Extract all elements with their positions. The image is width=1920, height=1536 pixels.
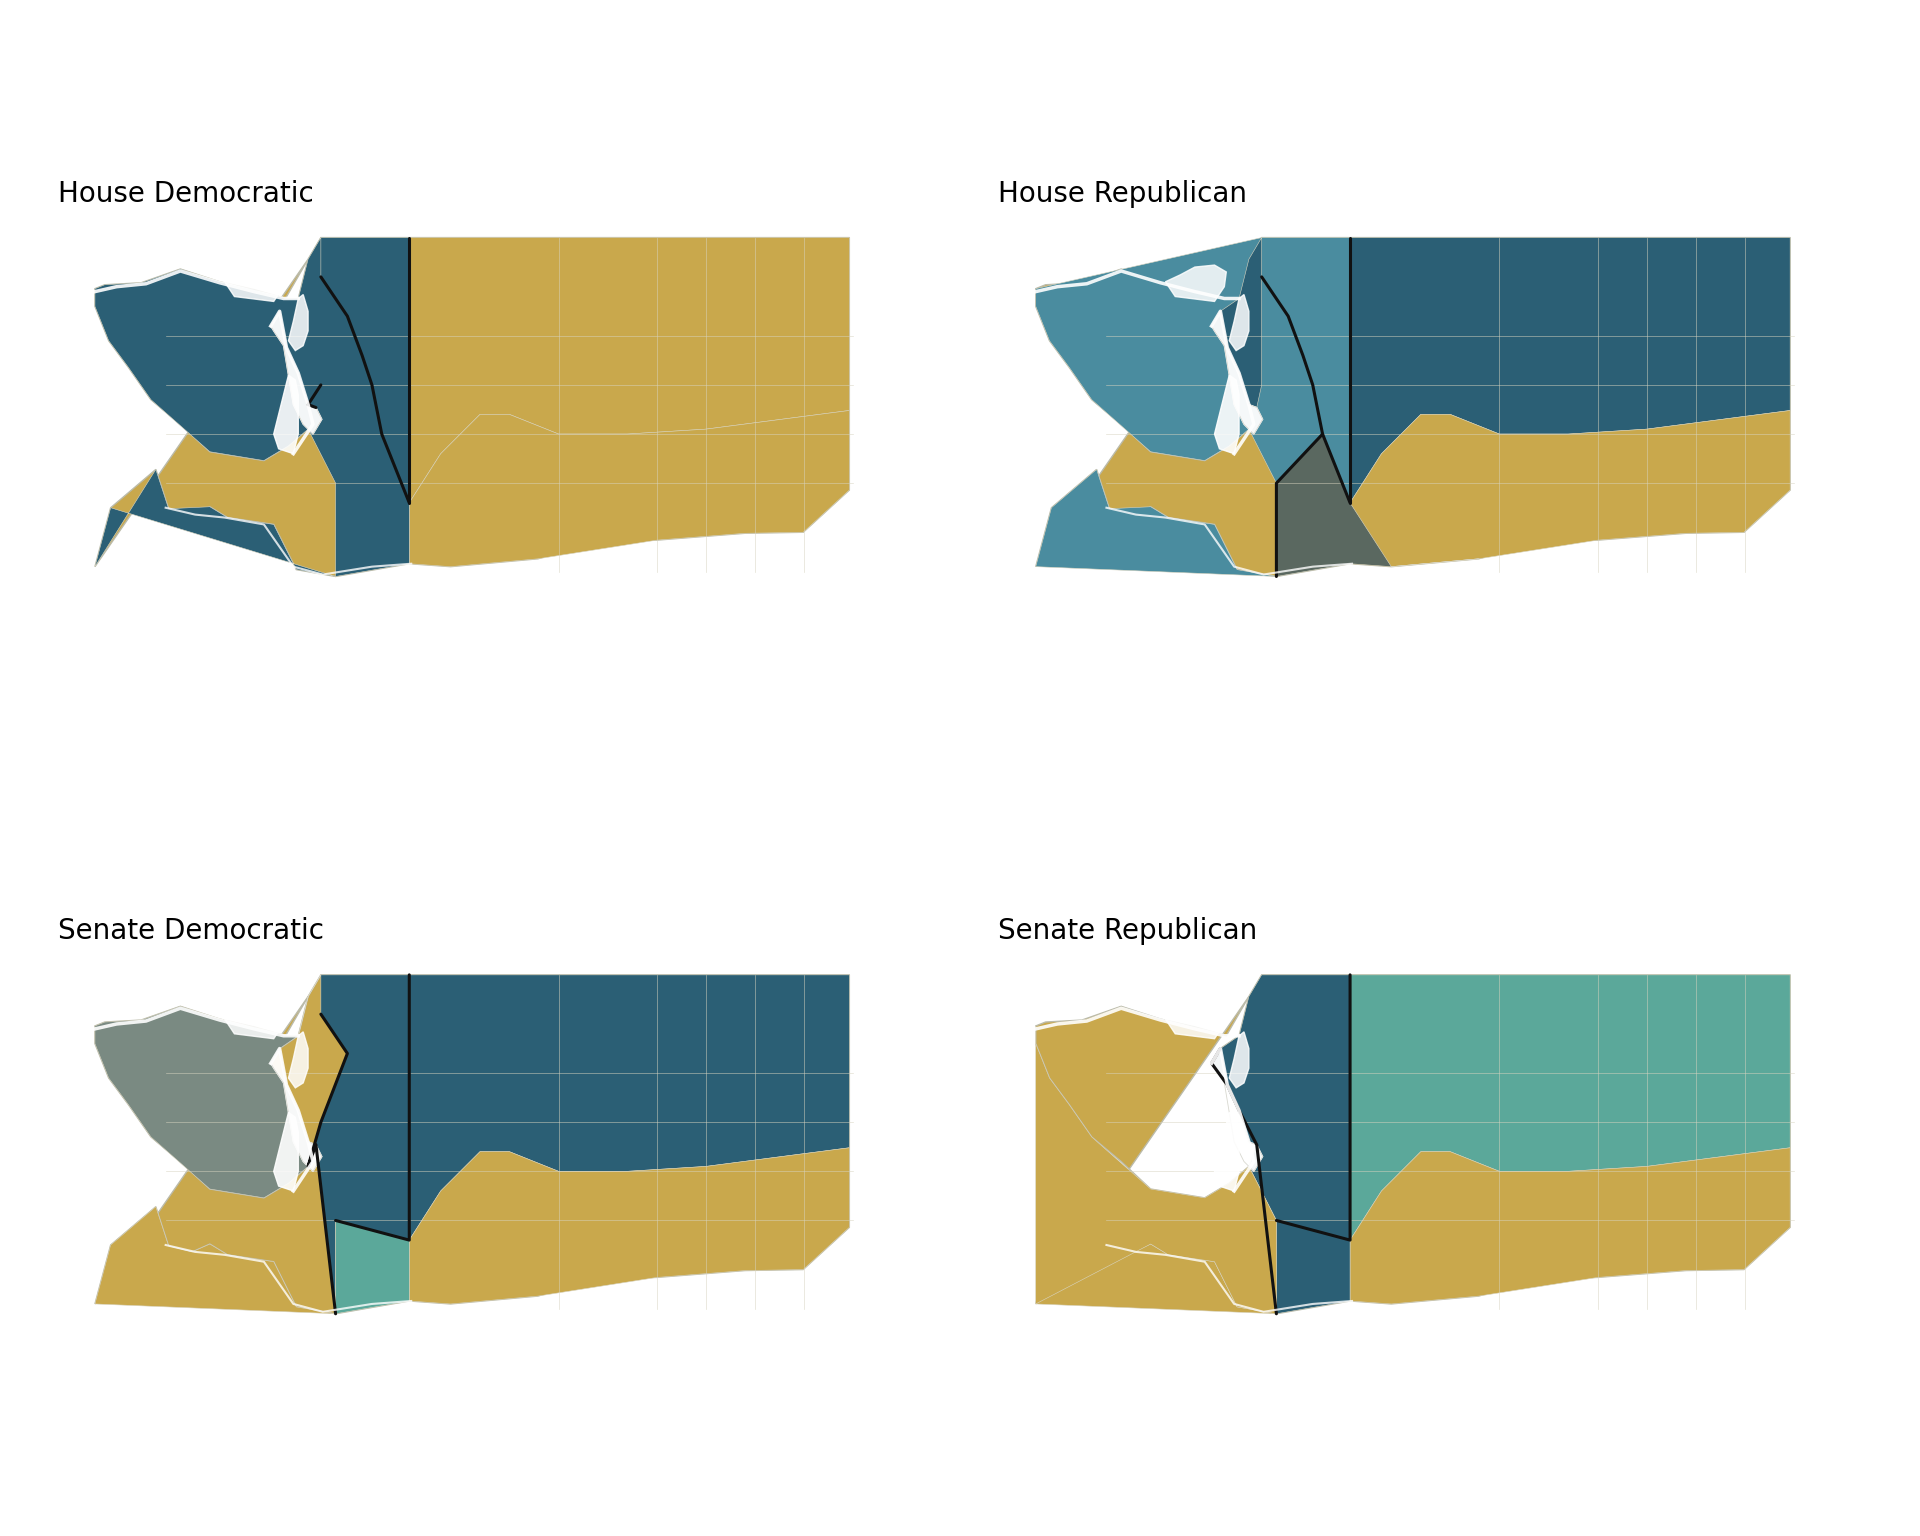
Polygon shape [225, 1003, 286, 1038]
Polygon shape [1229, 295, 1248, 350]
Polygon shape [94, 238, 849, 576]
Polygon shape [271, 238, 409, 502]
Polygon shape [409, 410, 849, 567]
Polygon shape [1212, 975, 1350, 1240]
Polygon shape [1035, 1026, 1277, 1313]
Polygon shape [1212, 238, 1261, 407]
Polygon shape [321, 238, 409, 502]
Polygon shape [409, 975, 849, 1240]
Polygon shape [94, 1207, 336, 1313]
Polygon shape [409, 238, 849, 502]
Polygon shape [94, 975, 849, 1313]
Polygon shape [1215, 375, 1238, 453]
Polygon shape [1035, 470, 1277, 576]
Polygon shape [1035, 975, 1789, 1313]
Polygon shape [94, 238, 409, 576]
Polygon shape [1165, 266, 1227, 301]
Polygon shape [1350, 238, 1789, 502]
Polygon shape [275, 1112, 298, 1190]
Polygon shape [1035, 238, 1350, 576]
Polygon shape [275, 375, 298, 453]
Text: House Democratic: House Democratic [58, 180, 313, 207]
Polygon shape [1212, 312, 1263, 435]
Polygon shape [94, 975, 321, 1198]
Polygon shape [1350, 975, 1789, 1240]
Polygon shape [225, 266, 286, 301]
Polygon shape [288, 295, 307, 350]
Polygon shape [1277, 435, 1478, 576]
Polygon shape [1165, 1003, 1227, 1038]
Polygon shape [94, 470, 336, 576]
Polygon shape [1350, 1147, 1789, 1304]
Polygon shape [288, 1032, 307, 1087]
Text: House Republican: House Republican [998, 180, 1248, 207]
Polygon shape [1229, 1032, 1248, 1087]
Polygon shape [1035, 1207, 1277, 1313]
Text: Senate Democratic: Senate Democratic [58, 917, 324, 945]
Polygon shape [336, 1221, 409, 1313]
Polygon shape [1215, 1112, 1238, 1190]
Polygon shape [1035, 238, 1789, 576]
Polygon shape [1261, 238, 1350, 502]
Polygon shape [1212, 1049, 1263, 1172]
Polygon shape [1350, 410, 1789, 567]
Polygon shape [271, 1049, 323, 1172]
Polygon shape [1277, 1221, 1350, 1313]
Polygon shape [271, 312, 323, 435]
Polygon shape [307, 975, 409, 1313]
Polygon shape [409, 1147, 849, 1304]
Text: Senate Republican: Senate Republican [998, 917, 1258, 945]
